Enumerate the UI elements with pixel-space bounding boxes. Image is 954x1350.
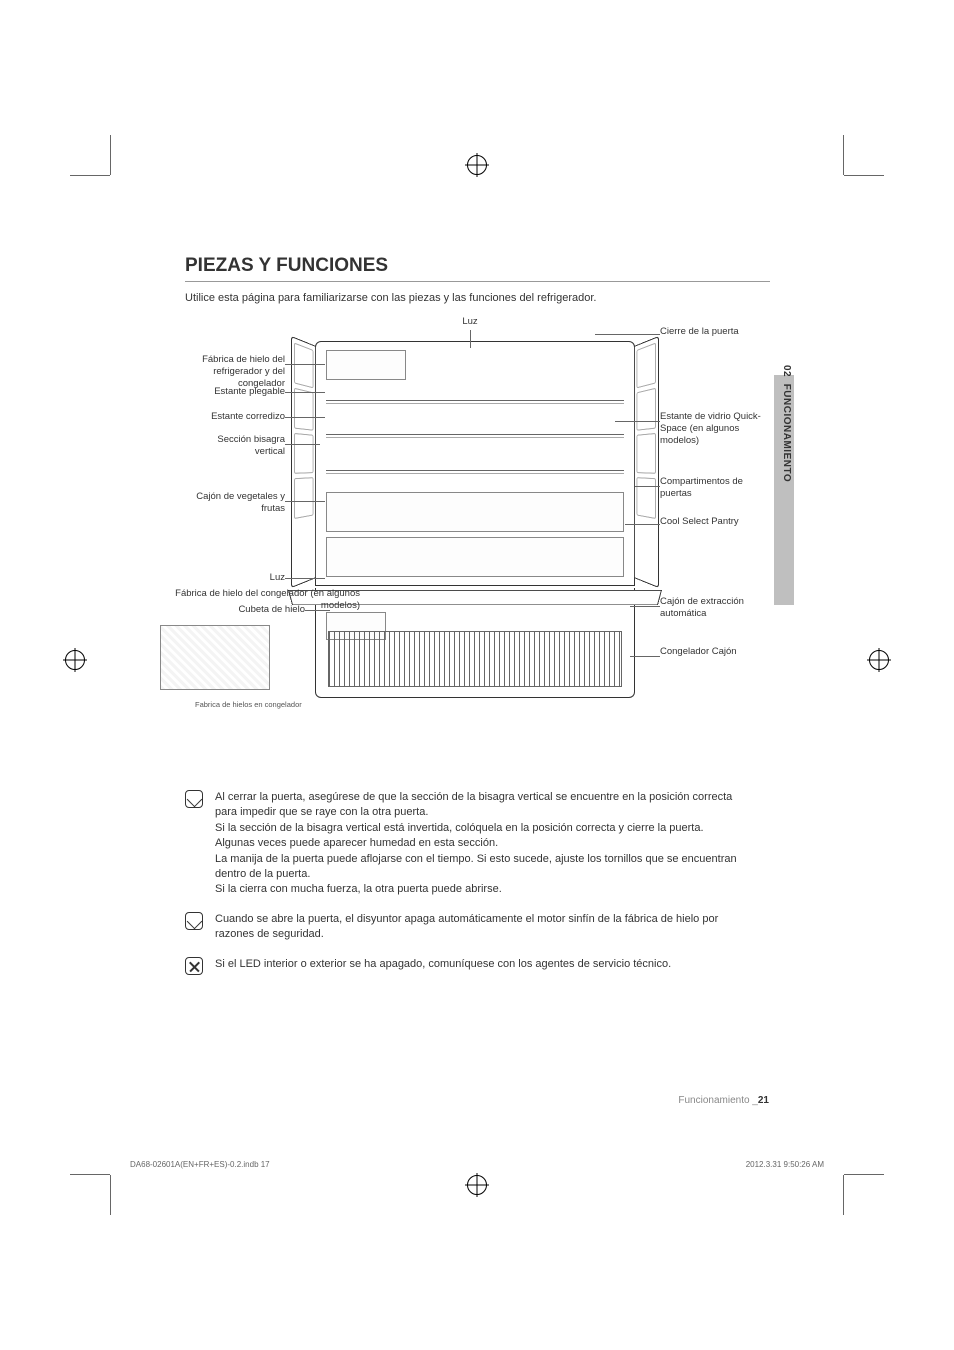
- label-fabrica-hielo-refrig: Fábrica de hielo del refrigerador y del …: [185, 354, 285, 390]
- crop-mark: [843, 135, 844, 175]
- label-congelador-cajon: Congelador Cajón: [660, 646, 760, 658]
- registration-mark-icon: [467, 155, 487, 175]
- crop-mark: [844, 175, 884, 176]
- notes-section: Al cerrar la puerta, asegúrese de que la…: [185, 790, 745, 989]
- crop-mark: [70, 1174, 110, 1175]
- label-cubeta-hielo: Cubeta de hielo: [185, 604, 305, 616]
- note-text: Cuando se abre la puerta, el disyuntor a…: [215, 912, 745, 943]
- label-cajon-extraccion: Cajón de extracción automática: [660, 596, 760, 620]
- registration-mark-icon: [65, 650, 85, 670]
- print-footer: DA68-02601A(EN+FR+ES)-0.2.indb 17 2012.3…: [130, 1160, 824, 1169]
- warning-icon: [185, 957, 203, 975]
- label-cajon-vegetales: Cajón de vegetales y frutas: [185, 491, 285, 515]
- detail-image-icemaker: [160, 625, 270, 690]
- label-cierre-puerta: Cierre de la puerta: [660, 326, 760, 338]
- note-item: Cuando se abre la puerta, el disyuntor a…: [185, 912, 745, 943]
- label-cool-select: Cool Select Pantry: [660, 516, 760, 528]
- label-luz-bottom: Luz: [185, 572, 285, 584]
- page-title: PIEZAS Y FUNCIONES: [185, 255, 770, 277]
- note-icon: [185, 912, 203, 930]
- label-estante-plegable: Estante plegable: [185, 386, 285, 398]
- note-item: Si el LED interior o exterior se ha apag…: [185, 957, 745, 975]
- registration-mark-icon: [869, 650, 889, 670]
- note-text: Al cerrar la puerta, asegúrese de que la…: [215, 790, 745, 898]
- label-seccion-bisagra: Sección bisagra vertical: [185, 434, 285, 458]
- label-estante-vidrio: Estante de vidrio Quick-Space (en alguno…: [660, 411, 765, 447]
- note-item: Al cerrar la puerta, asegúrese de que la…: [185, 790, 745, 898]
- crop-mark: [110, 135, 111, 175]
- crop-mark: [843, 1175, 844, 1215]
- label-estante-corredizo: Estante corredizo: [185, 411, 285, 423]
- note-text: Si el LED interior o exterior se ha apag…: [215, 957, 671, 975]
- print-file: DA68-02601A(EN+FR+ES)-0.2.indb 17: [130, 1160, 270, 1169]
- label-luz-top: Luz: [440, 316, 500, 328]
- registration-mark-icon: [467, 1175, 487, 1195]
- section-tab-label: 02 FUNCIONAMIENTO: [781, 365, 792, 482]
- crop-mark: [844, 1174, 884, 1175]
- crop-mark: [110, 1175, 111, 1215]
- fridge-diagram: Luz Fábrica de hielo del refrigerador y …: [185, 316, 770, 736]
- label-compartimentos: Compartimentos de puertas: [660, 476, 765, 500]
- print-timestamp: 2012.3.31 9:50:26 AM: [746, 1160, 824, 1169]
- note-icon: [185, 790, 203, 808]
- detail-caption: Fabrica de hielos en congelador: [195, 700, 302, 709]
- crop-mark: [70, 175, 110, 176]
- title-rule: [185, 281, 770, 282]
- intro-text: Utilice esta página para familiarizarse …: [185, 292, 770, 304]
- page-footer: Funcionamiento _21: [678, 1095, 769, 1106]
